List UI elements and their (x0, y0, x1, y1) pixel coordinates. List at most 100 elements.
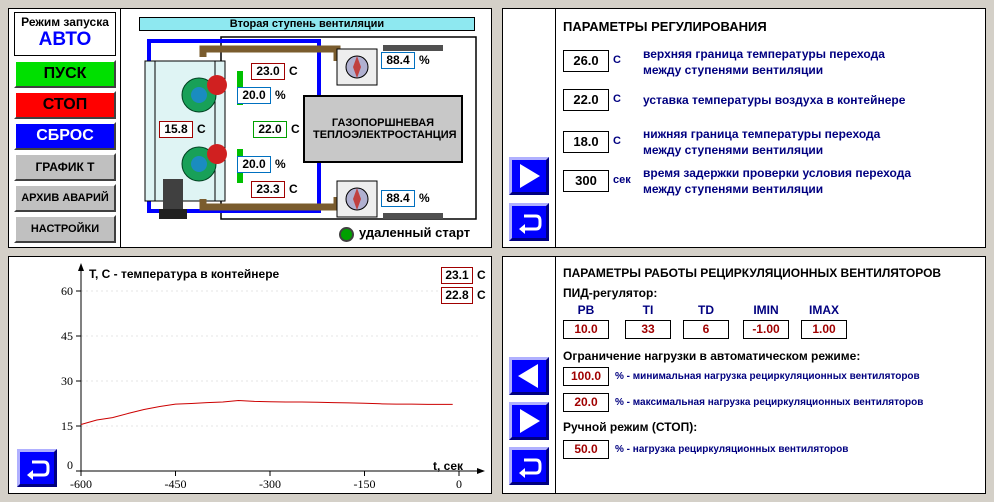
next-page-button[interactable] (509, 157, 549, 195)
temp-bottom-unit: С (289, 182, 298, 196)
manual-label: Ручной режим (СТОП): (563, 420, 698, 434)
pid-pb-input[interactable]: 10.0 (563, 320, 609, 339)
stop-button[interactable]: СТОП (14, 91, 116, 119)
pid-header-imin: IMIN (753, 303, 779, 317)
param-lower-limit-desc2: между ступенями вентиляции (643, 143, 824, 157)
reset-button[interactable]: СБРОС (14, 122, 116, 150)
pipe-top (199, 45, 341, 61)
x-tick-label: -450 (165, 477, 187, 491)
mode-box: Режим запуска АВТО (14, 12, 116, 56)
chart-current2-unit: С (477, 288, 486, 302)
alarm-archive-button[interactable]: АРХИВ АВАРИЙ (14, 184, 116, 212)
param-delay-desc2: между ступенями вентиляции (643, 182, 824, 196)
vent1-pct-value: 20.0 (237, 87, 271, 104)
param-delay-desc1: время задержки проверки условия перехода (643, 166, 911, 180)
vent1-pct-unit: % (275, 88, 286, 102)
temp-mid-unit: С (291, 122, 300, 136)
param-upper-limit-unit: С (613, 54, 621, 66)
recirc-title: ПАРАМЕТРЫ РАБОТЫ РЕЦИРКУЛЯЦИОННЫХ ВЕНТИЛ… (563, 266, 942, 280)
x-tick-label: -150 (354, 477, 376, 491)
remote-start-indicator-icon (339, 227, 354, 242)
manual-load-input[interactable]: 50.0 (563, 440, 609, 459)
chart-current1-value: 23.1 (441, 267, 473, 284)
fan-bottom-pct-unit: % (419, 191, 430, 205)
y-tick-label: 60 (61, 284, 73, 298)
arrow-left-icon (518, 364, 538, 388)
column-divider (120, 9, 121, 247)
param-delay-unit: сек (613, 174, 631, 186)
pid-header-pb: PB (577, 303, 595, 317)
pid-ti-input[interactable]: 33 (625, 320, 671, 339)
regulation-divider (555, 9, 556, 247)
control-panel: Режим запуска АВТО ПУСК СТОП СБРОС ГРАФИ… (8, 8, 492, 248)
start-button[interactable]: ПУСК (14, 60, 116, 88)
fan-bottom-pct-value: 88.4 (381, 190, 415, 207)
fan-motor-top-icon (181, 75, 227, 113)
param-lower-limit-unit: С (613, 135, 621, 147)
arrow-right-icon (520, 409, 540, 433)
param-lower-limit-input[interactable]: 18.0 (563, 131, 609, 153)
temp-bottom-value: 23.3 (251, 181, 285, 198)
pid-imin-input[interactable]: -1.00 (743, 320, 789, 339)
chart-ylabel: T, С - температура в контейнере (89, 267, 280, 281)
limit-label: Ограничение нагрузки в автоматическом ре… (563, 349, 861, 363)
param-upper-limit-desc1: верхняя граница температуры перехода (643, 47, 885, 61)
pump-icon (159, 179, 187, 219)
fan-top-pct-unit: % (419, 53, 430, 67)
fan-motor-bottom-icon (181, 144, 227, 182)
arrow-right-icon (520, 164, 540, 188)
pid-header-td: TD (698, 303, 714, 317)
plant-box: ГАЗОПОРШНЕВАЯ ТЕПЛОЭЛЕКТРОСТАНЦИЯ (303, 95, 463, 163)
param-setpoint-desc1: уставка температуры воздуха в контейнере (643, 93, 906, 107)
return-icon (519, 458, 542, 478)
next-page-button-2[interactable] (509, 402, 549, 440)
pid-imax-input[interactable]: 1.00 (801, 320, 847, 339)
chart-current1-unit: С (477, 268, 486, 282)
x-tick-label: 0 (456, 477, 462, 491)
param-lower-limit-desc1: нижняя граница температуры перехода (643, 127, 881, 141)
graph-button[interactable]: ГРАФИК Т (14, 153, 116, 181)
y-tick-label: 0 (67, 458, 73, 472)
temp-top-unit: С (289, 64, 298, 78)
return-button-2[interactable] (509, 447, 549, 485)
temp-mid-value: 22.0 (253, 121, 287, 138)
x-tick-label: -300 (259, 477, 281, 491)
mode-value: АВТО (38, 29, 92, 50)
temperature-chart: 60 45 30 15 0 -600 -450 -300 -150 0 (61, 263, 485, 491)
min-load-desc: % - минимальная нагрузка рециркуляционны… (615, 371, 920, 382)
chart-xlabel: t, сек (433, 459, 464, 473)
param-upper-limit-input[interactable]: 26.0 (563, 50, 609, 72)
regulation-title: ПАРАМЕТРЫ РЕГУЛИРОВАНИЯ (563, 19, 767, 34)
regulation-panel: ПАРАМЕТРЫ РЕГУЛИРОВАНИЯ 26.0 С верхняя г… (502, 8, 986, 248)
max-load-desc: % - максимальная нагрузка рециркуляционн… (615, 397, 924, 408)
chart-return-button[interactable] (17, 449, 57, 487)
param-setpoint-input[interactable]: 22.0 (563, 89, 609, 111)
settings-button[interactable]: НАСТРОЙКИ (14, 215, 116, 243)
temp-top-value: 23.0 (251, 63, 285, 80)
mode-title: Режим запуска (21, 15, 109, 29)
pid-header-imax: IMAX (809, 303, 839, 317)
y-tick-label: 15 (61, 419, 73, 433)
pid-header-ti: TI (642, 303, 654, 317)
temp-left-unit: С (197, 122, 206, 136)
param-setpoint-unit: С (613, 93, 621, 105)
max-load-input[interactable]: 20.0 (563, 393, 609, 412)
min-load-input[interactable]: 100.0 (563, 367, 609, 386)
temp-left-value: 15.8 (159, 121, 193, 138)
return-icon (519, 214, 542, 234)
vent2-pct-unit: % (275, 157, 286, 171)
chart-panel: 60 45 30 15 0 -600 -450 -300 -150 0 T, С - темпер… (8, 256, 492, 494)
stage-title: Вторая ступень вентиляции (139, 17, 475, 31)
temperature-series-line (80, 399, 453, 425)
chart-current2-value: 22.8 (441, 287, 473, 304)
y-tick-label: 30 (61, 374, 73, 388)
manual-load-desc: % - нагрузка рециркуляционных вентилятор… (615, 444, 849, 455)
y-tick-label: 45 (61, 329, 73, 343)
return-button[interactable] (509, 203, 549, 241)
pid-td-input[interactable]: 6 (683, 320, 729, 339)
param-delay-input[interactable]: 300 (563, 170, 609, 192)
recirc-panel: ПАРАМЕТРЫ РАБОТЫ РЕЦИРКУЛЯЦИОННЫХ ВЕНТИЛ… (502, 256, 986, 494)
return-icon (27, 460, 50, 480)
prev-page-button[interactable] (509, 357, 549, 395)
vent2-pct-value: 20.0 (237, 156, 271, 173)
